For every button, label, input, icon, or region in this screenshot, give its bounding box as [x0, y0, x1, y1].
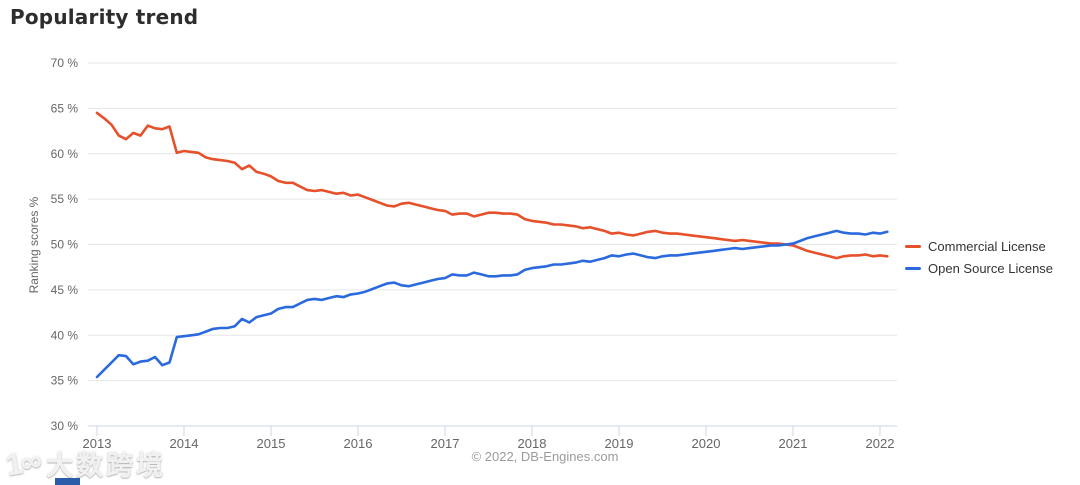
y-axis-tick-label: 30 %	[51, 419, 79, 433]
legend-dash-icon	[905, 267, 921, 270]
legend-dash-icon	[905, 245, 921, 248]
watermark-accent-bar	[55, 478, 80, 485]
watermark: 1∞ 大数跨境	[3, 443, 167, 483]
x-axis-tick-label: 2019	[605, 436, 634, 451]
legend-item-label: Commercial License	[928, 239, 1046, 254]
x-axis-tick-label: 2014	[170, 436, 199, 451]
legend: Commercial License Open Source License	[905, 237, 1053, 278]
legend-item-label: Open Source License	[928, 261, 1054, 276]
y-axis-tick-label: 35 %	[51, 374, 79, 388]
x-axis-tick-label: 2013	[83, 436, 112, 451]
page-title: Popularity trend	[10, 5, 199, 29]
x-axis-tick-label: 2016	[344, 436, 373, 451]
y-axis-tick-label: 70 %	[51, 56, 79, 70]
watermark-text: 大数跨境	[46, 451, 167, 481]
x-axis-tick-label: 2021	[779, 436, 808, 451]
series-line-commercial-license[interactable]	[95, 111, 889, 260]
y-axis-tick-label: 50 %	[51, 238, 79, 252]
x-axis-tick-label: 2018	[518, 436, 547, 451]
x-axis-tick-label: 2022	[866, 436, 895, 451]
y-axis-tick-label: 40 %	[51, 328, 79, 342]
series-line-open-source-license[interactable]	[95, 229, 889, 379]
watermark-logo-icon: 1∞	[3, 443, 43, 483]
x-axis-tick-label: 2020	[692, 436, 721, 451]
y-axis-tick-label: 45 %	[51, 283, 79, 297]
legend-item-open-source-license[interactable]: Open Source License	[905, 259, 1053, 278]
legend-item-commercial-license[interactable]: Commercial License	[905, 237, 1053, 256]
y-axis-tick-label: 65 %	[51, 101, 79, 115]
y-axis-tick-label: 60 %	[51, 147, 79, 161]
x-axis-tick-label: 2015	[257, 436, 286, 451]
y-axis-tick-label: 55 %	[51, 192, 79, 206]
x-axis-tick-label: 2017	[431, 436, 460, 451]
copyright-text: © 2022, DB-Engines.com	[471, 449, 619, 464]
